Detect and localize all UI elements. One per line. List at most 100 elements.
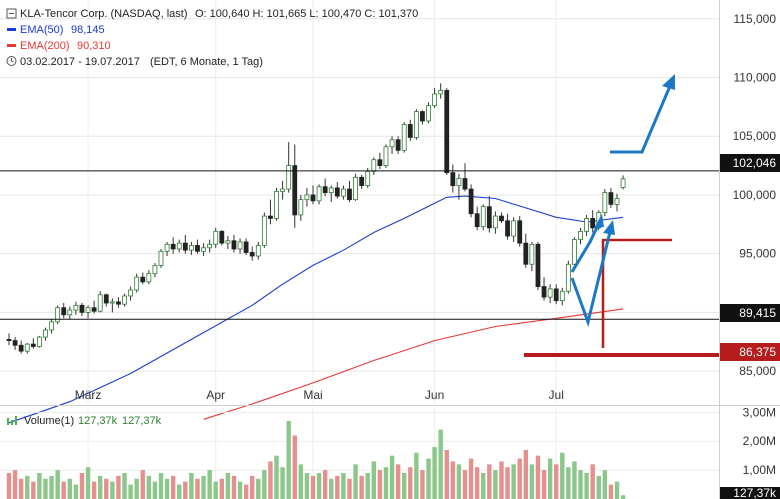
candle-body	[73, 304, 79, 311]
candle-body	[237, 241, 243, 250]
candle-body	[261, 215, 267, 246]
candle-body	[176, 242, 182, 250]
volume-bar	[614, 481, 620, 499]
volume-bar	[511, 464, 516, 499]
volume-bar	[547, 458, 553, 499]
candle-body	[49, 321, 54, 331]
volume-bar	[572, 461, 577, 499]
candle-body	[608, 192, 614, 205]
volume-bar	[560, 452, 565, 499]
low-target-badge-text: 86,375	[739, 345, 776, 359]
candle-body	[170, 243, 176, 250]
candle-body	[499, 215, 504, 222]
volume-bar	[505, 467, 510, 499]
candle-body	[103, 294, 109, 304]
volume-bar	[79, 473, 85, 499]
candle-body	[468, 188, 474, 215]
candle-body	[195, 245, 200, 252]
volume-icon-bar	[15, 416, 17, 425]
candle-body	[219, 230, 225, 244]
volume-bar	[335, 475, 340, 499]
blue-target-arrow-head	[662, 74, 675, 90]
volume-bar	[432, 447, 437, 499]
candle-body	[395, 139, 401, 151]
volume-bar	[341, 473, 346, 499]
candle-body	[432, 93, 438, 107]
volume-tick-label: 2,00M	[743, 434, 776, 448]
volume-bar	[493, 470, 498, 499]
volume-bar	[243, 484, 249, 499]
candle-body	[511, 220, 517, 237]
candle-body	[152, 265, 158, 275]
volume-bar	[280, 467, 285, 499]
resistance-badge-text: 102,046	[733, 156, 777, 170]
candle-body	[614, 198, 620, 205]
support-badge-text: 89,415	[739, 306, 776, 320]
volume-bar	[596, 475, 601, 499]
volume-bar	[146, 475, 152, 499]
month-tick-label: Jun	[425, 388, 444, 402]
volume-bar	[408, 467, 413, 499]
candle-body	[231, 240, 237, 250]
volume-bar	[49, 475, 54, 499]
volume-bar	[529, 464, 535, 499]
volume-bar	[183, 481, 188, 499]
candle-body	[128, 289, 134, 297]
resistance-badge	[720, 154, 780, 172]
candle-body	[43, 329, 48, 338]
volume-bar	[402, 473, 407, 499]
volume-bar	[237, 481, 243, 499]
ema200-swatch	[7, 44, 16, 47]
candle-body	[523, 242, 529, 265]
clock-icon	[6, 56, 17, 66]
candle-body	[122, 295, 127, 305]
candle-body	[620, 178, 626, 188]
volume-bar	[602, 470, 608, 499]
volume-bar	[420, 470, 425, 499]
volume-bar	[140, 470, 145, 499]
candle-body	[438, 90, 444, 95]
volume-bar	[620, 495, 626, 499]
volume-value: 127,37k	[78, 415, 118, 427]
candle-body	[91, 307, 97, 312]
blue-short-arrow	[570, 220, 602, 273]
candle-body	[347, 188, 352, 201]
candle-body	[109, 301, 115, 304]
volume-bar	[110, 481, 115, 499]
volume-bar	[414, 452, 419, 499]
candle-body	[517, 220, 523, 244]
volume-bar	[250, 475, 255, 499]
candle-body	[334, 187, 340, 197]
candle-body	[535, 243, 541, 287]
candle-body	[182, 242, 188, 251]
volume-bar	[134, 478, 139, 499]
candle-body	[249, 252, 255, 257]
candle-body	[286, 165, 292, 190]
volume-bar	[25, 475, 30, 499]
candle-body	[365, 171, 371, 186]
candle-body	[340, 188, 346, 197]
candle-body	[407, 124, 413, 138]
candle-body	[292, 165, 298, 216]
candle-body	[158, 250, 164, 266]
volume-bar	[316, 473, 322, 499]
volume-value-2: 127,37k	[122, 415, 162, 427]
candle-body	[565, 263, 571, 292]
volume-bar	[292, 435, 297, 499]
volume-bar	[201, 475, 206, 499]
candle-body	[61, 307, 67, 316]
candle-body	[146, 273, 152, 283]
volume-bar	[61, 481, 66, 499]
price-tick-label: 105,000	[733, 129, 777, 143]
volume-bar	[377, 470, 383, 499]
volume-bar	[219, 478, 224, 499]
candle-body	[559, 290, 565, 302]
volume-bar	[164, 478, 170, 499]
price-tick-label: 95,000	[739, 247, 776, 261]
volume-bar	[426, 458, 431, 499]
candle-body	[274, 191, 279, 219]
volume-bar	[584, 473, 589, 499]
candle-body	[578, 230, 583, 240]
